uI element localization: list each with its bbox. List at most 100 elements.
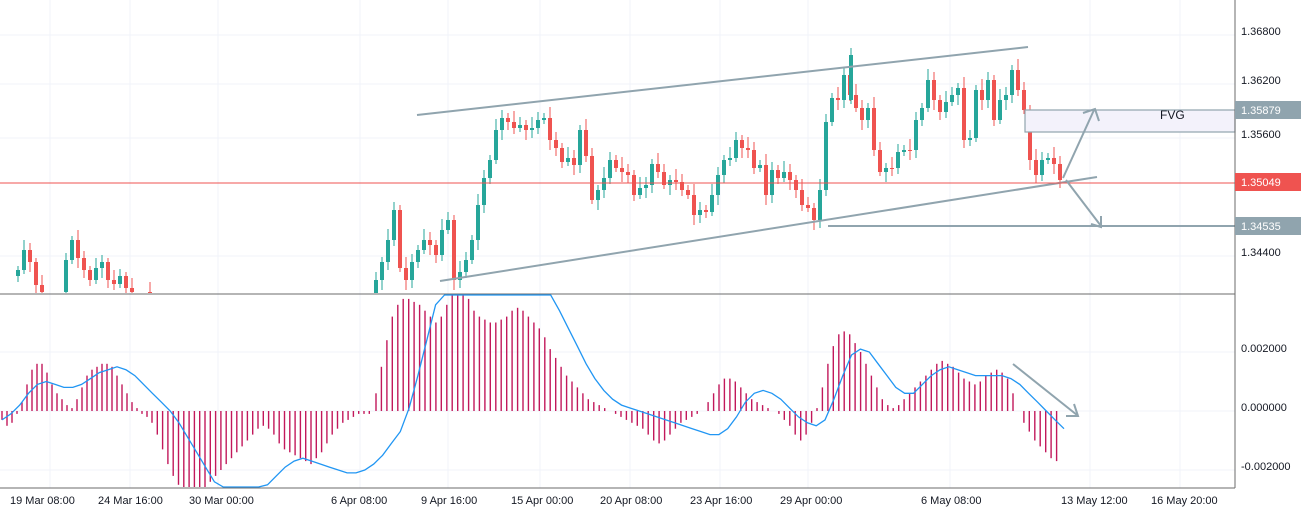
candle — [560, 143, 564, 168]
projection-down-arrow[interactable] — [1065, 179, 1102, 229]
candle — [416, 245, 420, 268]
candle — [22, 240, 26, 274]
candle — [130, 278, 134, 293]
price-tick: 1.34400 — [1241, 247, 1281, 259]
candle — [722, 155, 726, 183]
time-axis[interactable]: 19 Mar 08:00 24 Mar 16:00 30 Mar 00:00 6… — [0, 487, 1235, 507]
candle — [782, 161, 786, 182]
time-tick: 23 Apr 16:00 — [690, 495, 752, 507]
candle — [836, 87, 840, 110]
candle — [94, 258, 98, 284]
candle — [698, 202, 702, 223]
candle — [100, 255, 104, 278]
candle — [650, 159, 654, 193]
candle — [740, 135, 744, 158]
candle — [992, 75, 996, 126]
candle — [812, 203, 816, 230]
candle — [148, 282, 152, 293]
price-tag-support: 1.34535 — [1235, 217, 1301, 235]
candle — [536, 112, 540, 134]
candle — [596, 185, 600, 210]
candle — [608, 152, 612, 184]
macd-pane — [1, 294, 1080, 488]
candle — [716, 167, 720, 205]
macd-tick: 0.000000 — [1241, 402, 1287, 414]
candle — [106, 258, 110, 288]
candle — [578, 125, 582, 173]
candle — [908, 139, 912, 160]
macd-signal-line — [1, 294, 1065, 488]
candle — [482, 170, 486, 213]
candle — [392, 202, 396, 246]
candle — [842, 67, 846, 108]
candle — [818, 179, 822, 228]
candle — [500, 110, 504, 140]
svg-text:1.35879: 1.35879 — [1241, 105, 1281, 117]
candle — [668, 175, 672, 195]
candle — [524, 120, 528, 140]
candle — [112, 270, 116, 290]
candle — [626, 164, 630, 183]
candle — [674, 169, 678, 190]
time-tick: 30 Mar 00:00 — [189, 495, 254, 507]
candle — [620, 157, 624, 182]
candle — [440, 219, 444, 261]
candle — [758, 160, 762, 172]
candle — [542, 113, 546, 124]
candle — [680, 174, 684, 196]
candle — [884, 163, 888, 182]
candle — [518, 117, 522, 132]
candle — [896, 144, 900, 174]
candle — [956, 83, 960, 105]
candle — [800, 179, 804, 211]
channel-upper-line[interactable] — [416, 46, 1029, 116]
candle — [794, 175, 798, 198]
candle — [82, 251, 86, 278]
candle — [470, 235, 474, 264]
candle — [488, 155, 492, 184]
candle — [746, 137, 750, 158]
candle — [824, 114, 828, 196]
candle — [914, 112, 918, 158]
candle — [1016, 59, 1020, 96]
candle — [374, 272, 378, 293]
candle — [734, 132, 738, 162]
candle — [1040, 152, 1044, 181]
price-axis[interactable]: 1.36800 1.36200 1.35600 1.34400 1.35879 … — [1234, 0, 1301, 488]
candle — [404, 257, 408, 290]
macd-trend-arrow[interactable] — [1012, 363, 1080, 417]
candle — [878, 142, 882, 176]
channel-lower-line[interactable] — [439, 176, 1098, 282]
time-tick: 24 Mar 16:00 — [98, 495, 163, 507]
candle — [428, 232, 432, 255]
time-tick: 29 Apr 00:00 — [780, 495, 842, 507]
candle — [938, 95, 942, 120]
candle — [932, 72, 936, 110]
candle — [572, 150, 576, 175]
candle — [452, 215, 456, 290]
candle — [998, 89, 1002, 124]
price-tick: 1.36800 — [1241, 26, 1281, 38]
projection-up-arrow[interactable] — [1062, 107, 1100, 179]
candle — [638, 177, 642, 199]
candle — [986, 72, 990, 108]
candle — [944, 91, 948, 118]
fvg-label: FVG — [1160, 108, 1185, 122]
macd-tick: -0.002000 — [1241, 461, 1291, 473]
time-tick: 6 Apr 08:00 — [331, 495, 387, 507]
candle — [1052, 147, 1056, 174]
candle — [446, 212, 450, 234]
candle — [512, 111, 516, 134]
candle — [776, 165, 780, 184]
time-tick: 6 May 08:00 — [921, 495, 982, 507]
candle — [386, 229, 390, 270]
time-tick: 19 Mar 08:00 — [10, 495, 75, 507]
candle — [118, 269, 122, 288]
candle — [830, 93, 834, 126]
macd-histogram — [1, 295, 1058, 487]
candle — [980, 79, 984, 110]
candle — [728, 147, 732, 166]
fvg-zone — [1024, 109, 1236, 133]
candle — [710, 184, 714, 216]
